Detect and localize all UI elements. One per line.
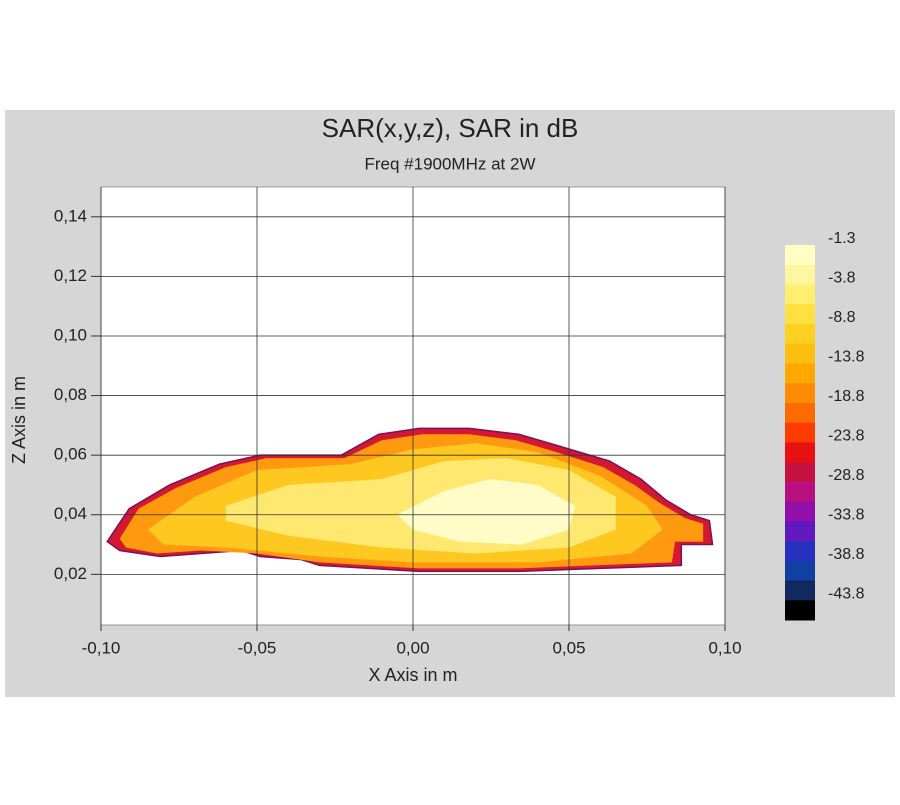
- colorbar-label: -13.8: [828, 349, 865, 366]
- colorbar-band: [785, 343, 815, 364]
- chart-title: SAR(x,y,z), SAR in dB: [322, 113, 579, 143]
- colorbar-band: [785, 245, 815, 266]
- colorbar-label: -28.8: [828, 467, 865, 484]
- colorbar-label: -3.8: [828, 270, 856, 287]
- colorbar-band: [785, 323, 815, 345]
- x-axis-label: X Axis in m: [368, 665, 457, 685]
- colorbar-label: -18.8: [828, 388, 865, 405]
- colorbar-band: [785, 363, 815, 384]
- y-tick-label: 0,10: [54, 325, 87, 344]
- contours: [106, 427, 714, 573]
- colorbar-band: [785, 462, 815, 483]
- x-tick-label: 0,00: [396, 638, 429, 657]
- colorbar-band: [785, 560, 815, 582]
- y-axis-label: Z Axis in m: [9, 376, 29, 464]
- colorbar-label: -1.3: [828, 230, 856, 247]
- y-tick-label: 0,08: [54, 385, 87, 404]
- x-tick-label: -0,10: [82, 638, 121, 657]
- y-tick-label: 0,04: [54, 504, 87, 523]
- colorbar-band: [785, 304, 815, 325]
- colorbar-label: -33.8: [828, 507, 865, 524]
- axes: -0,10 -0,05 0,00 0,05 0,10 0,02 0,04 0,06 0,08 0,…: [54, 187, 742, 657]
- y-tick-label: 0,06: [54, 445, 87, 464]
- x-tick-label: -0,05: [238, 638, 277, 657]
- colorbar-band: [785, 284, 815, 305]
- chart-subtitle: Freq #1900MHz at 2W: [364, 154, 535, 173]
- colorbar-label: -8.8: [828, 309, 856, 326]
- colorbar-label: -43.8: [828, 585, 865, 602]
- colorbar-band: [785, 481, 815, 503]
- colorbar-band: [785, 600, 815, 621]
- colorbar-band: [785, 422, 815, 443]
- colorbar-band: [785, 521, 815, 542]
- colorbar-band: [785, 402, 815, 424]
- y-tick-label: 0,12: [54, 266, 87, 285]
- colorbar-label: -23.8: [828, 428, 865, 445]
- colorbar-band: [785, 442, 815, 463]
- colorbar-label: -38.8: [828, 546, 865, 563]
- colorbar-band: [785, 501, 815, 522]
- colorbar-band: [785, 580, 815, 601]
- y-tick-label: 0,14: [54, 206, 87, 225]
- colorbar-band: [785, 264, 815, 285]
- x-tick-label: 0,10: [708, 638, 741, 657]
- contour-region: [397, 479, 576, 545]
- x-tick-label: 0,05: [552, 638, 585, 657]
- colorbar-band: [785, 383, 815, 404]
- colorbar-band: [785, 541, 815, 562]
- y-tick-label: 0,02: [54, 564, 87, 583]
